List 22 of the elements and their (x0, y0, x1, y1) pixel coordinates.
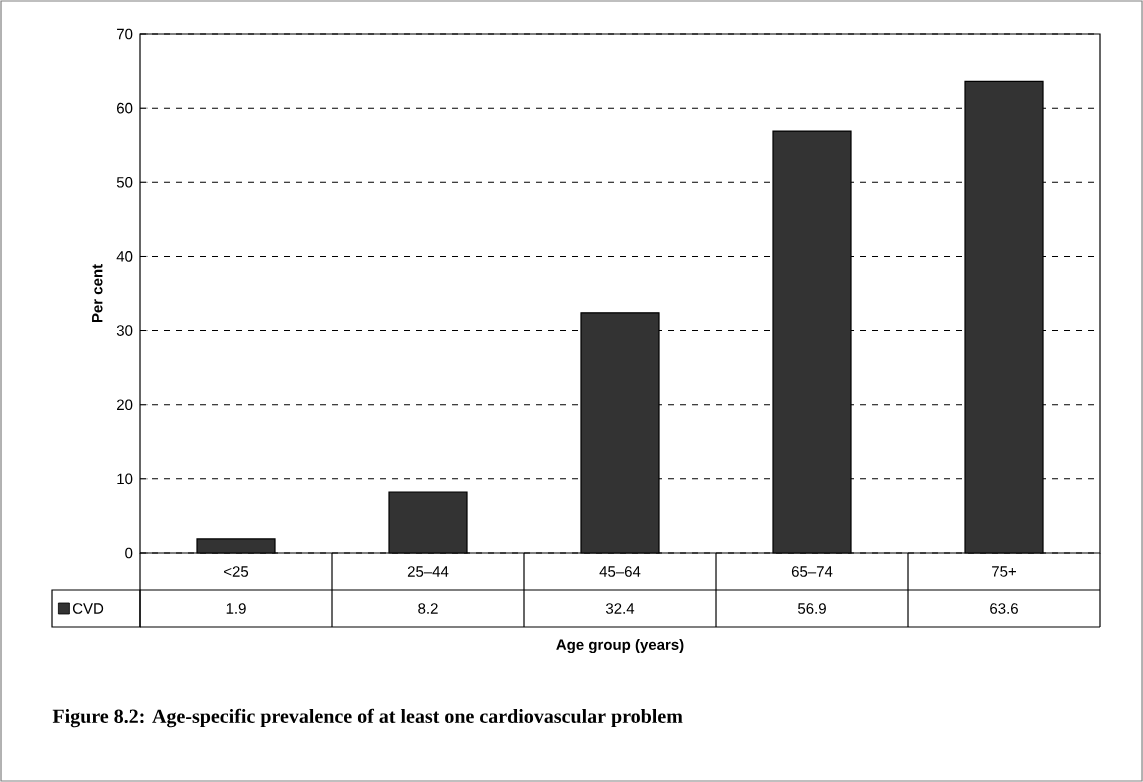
data-label: 8.2 (418, 603, 438, 614)
x-tick-label: <25 (224, 566, 249, 577)
y-tick-label: 30 (116, 325, 133, 336)
y-tick-label: 40 (116, 251, 133, 262)
data-label: 63.6 (990, 603, 1018, 614)
data-label: 56.9 (798, 603, 826, 614)
y-tick-label: 50 (116, 176, 133, 188)
x-tick-label: 25–44 (407, 566, 449, 577)
y-tick-label: 60 (117, 102, 133, 114)
legend-label: CVD (72, 603, 104, 614)
y-axis-title: Per cent (92, 264, 103, 323)
x-tick-label: 65–74 (791, 566, 833, 577)
x-tick-label: 75+ (992, 566, 1016, 577)
x-tick-label: 45–64 (599, 566, 641, 577)
data-label: 32.4 (605, 603, 635, 614)
text: Figure 8.2: Age-specific prevalence of at least one cardiovascular problem (52, 708, 683, 728)
y-tick-label: 10 (117, 473, 133, 485)
data-label: 1.9 (226, 603, 246, 614)
y-tick-label: 0 (125, 547, 133, 559)
y-tick-label: 70 (117, 28, 133, 40)
x-axis-title: Age group (years) (556, 638, 684, 654)
y-tick-label: 20 (117, 399, 133, 411)
